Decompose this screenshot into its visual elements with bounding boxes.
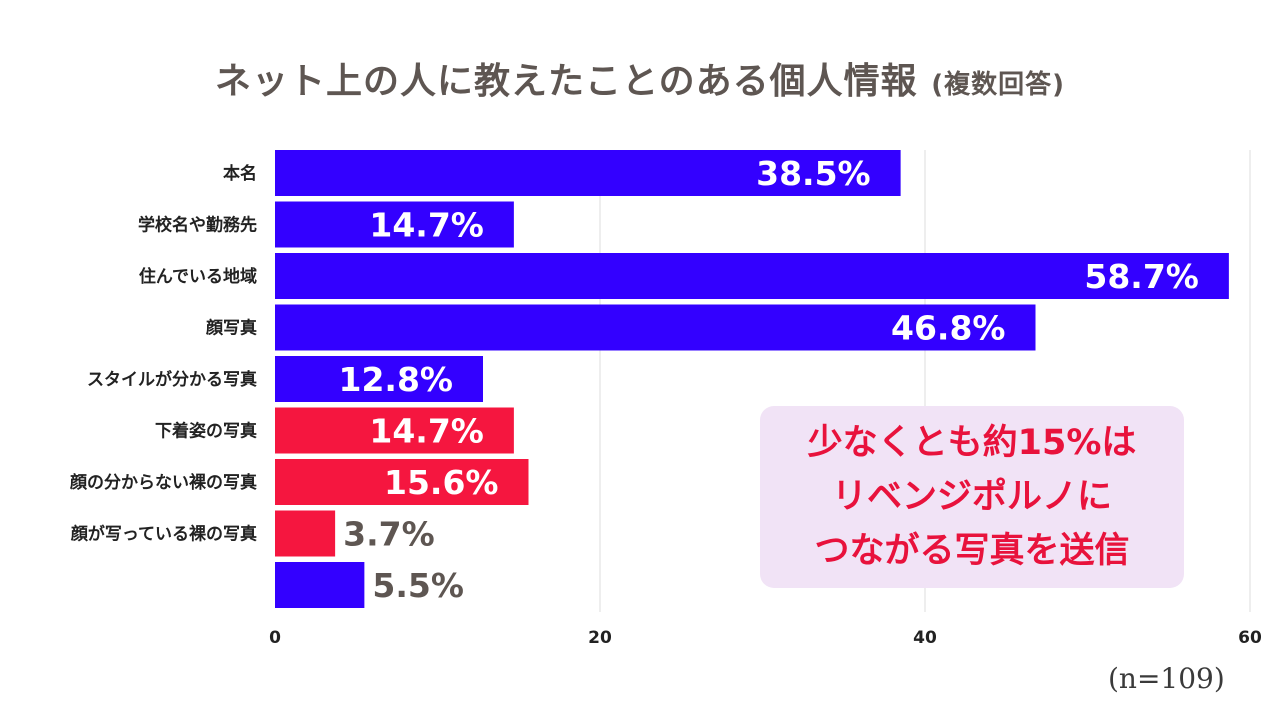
category-label-7: 顔の分からない裸の写真 [69,472,257,493]
annotation-line-3: つながる写真を送信 [814,531,1130,571]
annotation-line-1: 少なくとも約15%は [807,423,1137,463]
x-tick-label-20: 20 [588,628,612,648]
value-label-8: 3.7% [343,515,435,554]
sample-size-note: (n=109) [1108,662,1225,695]
category-labels: 本名学校名や勤務先住んでいる地域顔写真スタイルが分かる写真下着姿の写真顔の分から… [69,163,257,545]
value-label-3: 58.7% [1084,257,1199,296]
value-label-6: 14.7% [369,412,484,451]
bar-5 [275,356,483,402]
value-label-1: 38.5% [756,154,871,193]
value-label-5: 12.8% [339,360,454,399]
chart-title: ネット上の人に教えたことのある個人情報 (複数回答) [0,52,1280,104]
x-tick-label-60: 60 [1238,628,1262,648]
annotation-line-2: リベンジポルノに [831,477,1112,517]
bars [275,150,1229,608]
bar-6 [275,407,514,454]
category-label-4: 顔写真 [205,318,257,339]
category-label-8: 顔が写っている裸の写真 [70,524,257,545]
value-label-9: 5.5% [372,566,464,605]
category-label-1: 本名 [223,163,257,184]
chart-title-text: ネット上の人に教えたことのある個人情報 [215,60,918,102]
value-labels: 38.5% 14.7% 58.7% 46.8% 12.8% 14.7% 15.6% 3.7% 5… [339,154,1199,605]
category-label-2: 学校名や勤務先 [138,215,257,236]
chart-title-note: (複数回答) [931,70,1065,100]
annotation-callout: 少なくとも約15%は リベンジポルノに つながる写真を送信 [760,406,1184,588]
bar-1 [275,150,901,196]
bar-4 [275,304,1036,351]
bar-7 [275,459,529,505]
value-label-4: 46.8% [891,309,1006,348]
category-label-3: 住んでいる地域 [139,266,257,287]
category-label-5: スタイルが分かる写真 [87,369,257,390]
x-axis-ticks: 0 20 40 60 [269,628,1262,648]
bar-3 [275,253,1229,299]
bar-2 [275,201,514,248]
bar-9 [275,562,365,608]
value-label-2: 14.7% [369,206,484,245]
category-label-6: 下着姿の写真 [155,421,257,442]
bar-8 [275,510,336,557]
x-tick-label-0: 0 [269,628,281,648]
x-tick-label-40: 40 [913,628,937,648]
value-label-7: 15.6% [384,463,499,502]
